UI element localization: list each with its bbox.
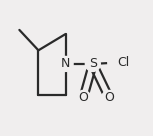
- Text: Cl: Cl: [117, 56, 130, 69]
- Circle shape: [85, 56, 100, 71]
- Circle shape: [58, 56, 73, 71]
- Text: N: N: [61, 57, 70, 70]
- Circle shape: [76, 90, 91, 105]
- Text: O: O: [104, 91, 114, 104]
- Circle shape: [102, 90, 117, 105]
- Text: S: S: [89, 57, 97, 70]
- Circle shape: [108, 53, 127, 72]
- Text: O: O: [78, 91, 88, 104]
